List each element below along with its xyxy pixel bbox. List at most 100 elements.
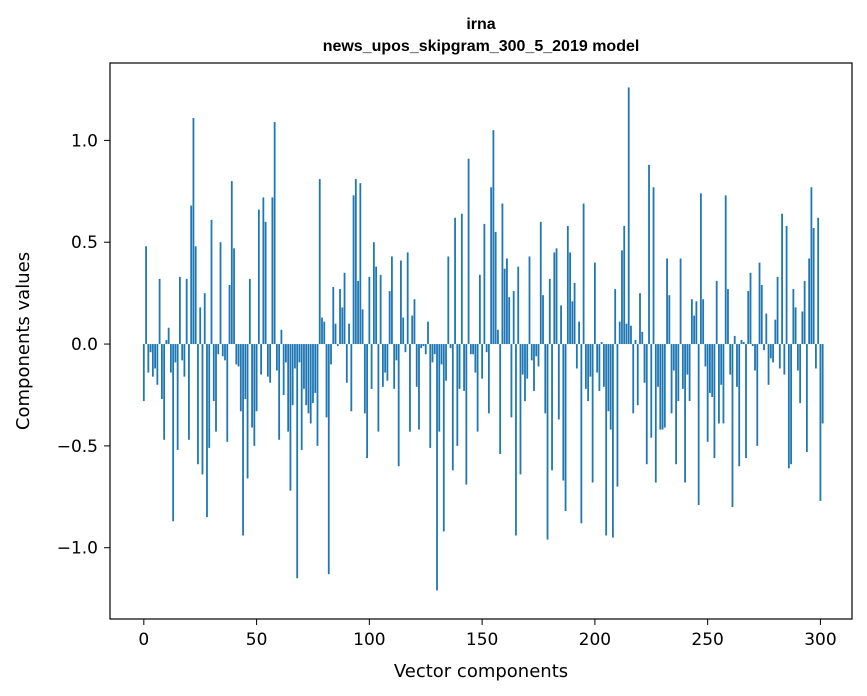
bar-203 — [600, 342, 603, 345]
bar-131 — [438, 344, 441, 432]
bar-109 — [388, 291, 391, 345]
bar-153 — [487, 344, 490, 414]
bar-286 — [787, 344, 790, 469]
bar-150 — [481, 344, 484, 379]
y-tick-label: 0.5 — [71, 233, 98, 253]
bar-236 — [675, 344, 677, 465]
bar-178 — [544, 344, 547, 414]
bar-200 — [593, 262, 596, 345]
bar-68 — [296, 344, 299, 579]
bar-3 — [149, 344, 152, 353]
x-tick-label: 100 — [353, 630, 385, 650]
bar-23 — [194, 246, 197, 345]
bar-69 — [298, 344, 301, 363]
y-tick-label: −0.5 — [57, 437, 98, 457]
bar-266 — [742, 342, 745, 345]
bar-70 — [300, 344, 303, 450]
bar-104 — [377, 344, 380, 432]
bar-254 — [715, 280, 718, 345]
bar-263 — [736, 344, 738, 387]
bar-268 — [747, 291, 750, 345]
bar-187 — [564, 344, 567, 512]
bar-193 — [578, 321, 580, 345]
bar-228 — [657, 344, 659, 387]
bar-10 — [165, 339, 168, 345]
bar-32 — [215, 344, 217, 432]
bar-36 — [224, 344, 226, 361]
bar-190 — [571, 301, 574, 345]
bar-144 — [467, 158, 470, 345]
bar-62 — [282, 344, 285, 395]
bar-259 — [727, 289, 729, 345]
y-tick-label: 0.0 — [71, 335, 98, 355]
bar-16 — [179, 276, 181, 345]
bar-35 — [221, 344, 224, 357]
bar-79 — [321, 317, 323, 345]
bar-107 — [384, 344, 387, 373]
bar-216 — [630, 325, 632, 345]
bar-276 — [765, 313, 768, 345]
bar-182 — [553, 252, 556, 345]
bar-91 — [348, 323, 350, 345]
bar-287 — [790, 344, 792, 465]
bar-296 — [810, 187, 813, 345]
bar-13 — [172, 344, 175, 522]
bar-129 — [433, 344, 436, 355]
bar-231 — [663, 344, 666, 428]
bar-221 — [641, 331, 644, 345]
bar-58 — [273, 122, 276, 345]
bar-98 — [363, 344, 366, 414]
bar-238 — [679, 258, 682, 345]
bar-291 — [799, 344, 802, 404]
bar-95 — [357, 280, 359, 345]
bar-169 — [524, 344, 526, 402]
x-tick-label: 0 — [138, 630, 149, 650]
bar-249 — [704, 344, 707, 367]
bar-141 — [460, 213, 463, 345]
bar-48 — [251, 344, 253, 428]
bar-60 — [278, 344, 281, 440]
bar-45 — [244, 344, 247, 400]
bar-12 — [169, 344, 172, 373]
bar-202 — [598, 344, 601, 391]
bar-series — [142, 87, 824, 591]
bar-155 — [492, 130, 495, 345]
bar-19 — [185, 278, 188, 345]
bar-63 — [285, 344, 287, 363]
bar-229 — [659, 344, 662, 430]
bar-115 — [402, 317, 405, 345]
bar-280 — [774, 319, 777, 345]
bar-88 — [341, 307, 344, 345]
bar-220 — [639, 293, 641, 345]
bar-55 — [266, 344, 269, 377]
bar-197 — [587, 344, 590, 402]
bar-258 — [724, 195, 727, 345]
bar-192 — [575, 344, 578, 369]
bar-130 — [436, 344, 438, 591]
bar-172 — [530, 344, 533, 361]
bar-25 — [199, 307, 202, 345]
bar-111 — [393, 344, 396, 389]
bar-4 — [151, 344, 154, 377]
bar-265 — [740, 339, 743, 345]
bar-30 — [210, 219, 213, 345]
bar-105 — [379, 274, 382, 345]
bar-299 — [817, 217, 820, 345]
bar-114 — [400, 260, 402, 345]
bar-225 — [650, 344, 653, 438]
bar-217 — [632, 344, 635, 414]
bar-215 — [627, 87, 630, 345]
bar-174 — [535, 344, 538, 357]
bar-20 — [188, 344, 190, 440]
bar-87 — [339, 289, 341, 345]
bar-156 — [494, 232, 497, 345]
bar-90 — [345, 344, 348, 383]
bar-137 — [451, 344, 454, 471]
bar-184 — [557, 344, 560, 420]
bar-272 — [756, 344, 759, 446]
bar-175 — [537, 344, 540, 367]
bar-205 — [605, 344, 608, 536]
bar-103 — [375, 266, 378, 345]
bar-126 — [427, 321, 429, 345]
bar-37 — [226, 344, 229, 442]
